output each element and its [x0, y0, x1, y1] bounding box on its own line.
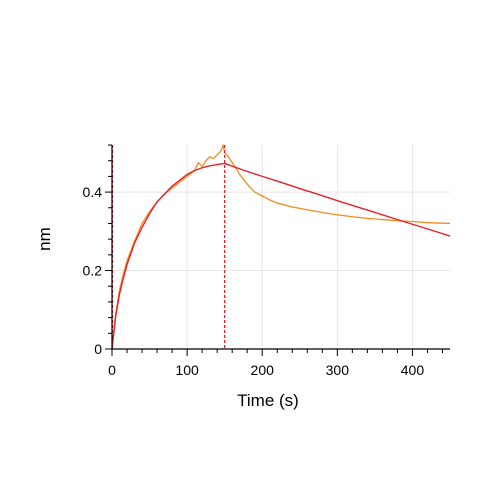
tick-labels: 0 100 200 300 400 0 0.2 0.4 — [83, 184, 425, 378]
y-tick-label-2: 0.4 — [83, 184, 103, 200]
y-axis-title: nm — [35, 227, 54, 251]
x-tick-label-2: 200 — [251, 362, 275, 378]
x-tick-label-4: 400 — [401, 362, 425, 378]
series-layer — [111, 144, 451, 350]
x-tick-label-0: 0 — [108, 362, 116, 378]
series-line-fit — [111, 162, 451, 350]
grid-lines — [112, 145, 450, 349]
dissociation-markers — [111, 145, 226, 349]
x-tick-label-1: 100 — [175, 362, 199, 378]
series-line-measured — [111, 144, 451, 350]
y-tick-label-0: 0 — [94, 341, 102, 357]
y-tick-label-1: 0.2 — [83, 263, 103, 279]
x-axis-title: Time (s) — [237, 391, 299, 410]
axes — [105, 144, 450, 356]
x-tick-label-3: 300 — [326, 362, 350, 378]
